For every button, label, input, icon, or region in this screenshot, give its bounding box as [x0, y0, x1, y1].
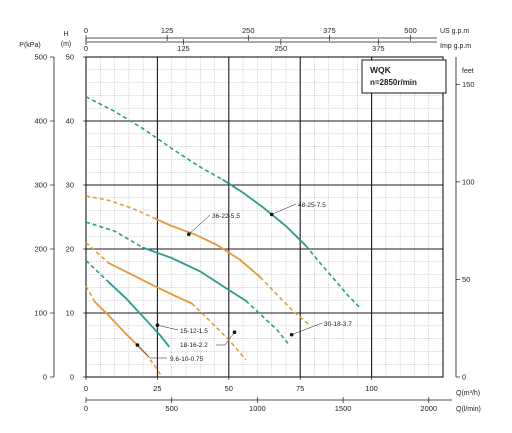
curve-9_6-10-0_75-dashed-left — [85, 285, 96, 302]
chart-subtitle: n=2850r/min — [370, 78, 417, 87]
head-m-tick-label: 0 — [70, 373, 74, 382]
pressure-tick-label: 300 — [34, 181, 47, 190]
feet-axis-label: feet — [462, 68, 474, 75]
us-gpm-axis-label: US g.p.m — [440, 28, 469, 35]
label-leader-15-12-1_5 — [157, 324, 179, 331]
pressure-tick-label: 100 — [34, 309, 47, 318]
us-gpm-tick-label: 0 — [84, 26, 88, 35]
us-gpm-tick-label: 125 — [161, 26, 174, 35]
curve-15-12-1_5-line — [107, 281, 170, 348]
flow-lmin-tick-label: 1500 — [335, 404, 352, 413]
curve-36-22-5_5-line — [153, 217, 262, 279]
curve-18-16-2_2-dashed-left — [85, 242, 110, 264]
curve-label-15-12-1_5: 15-12-1.5 — [180, 328, 208, 335]
curve-label-48-25-7_5: 48-25-7.5 — [298, 202, 326, 209]
label-leader-18-16-2_2 — [216, 332, 235, 346]
flow-lmin-axis-label: Q(l/min) — [456, 406, 481, 413]
head-m-tick-label: 50 — [66, 53, 74, 62]
pump-curves — [85, 95, 361, 375]
curve-30-18-3_7-line — [142, 246, 247, 302]
us-gpm-tick-label: 375 — [323, 26, 336, 35]
label-leader-30-18-3_7 — [291, 322, 323, 335]
curve-label-18-16-2_2: 18-16-2.2 — [180, 342, 208, 349]
feet-tick-label: 150 — [462, 80, 475, 89]
curve-36-22-5_5-dashed-left — [85, 195, 155, 220]
flow-m3h-tick-label: 75 — [296, 384, 304, 393]
flow-m3h-tick-label: 100 — [365, 384, 378, 393]
head-m-tick-label: 30 — [66, 181, 74, 190]
head-m-tick-label: 20 — [66, 245, 74, 254]
curve-18-16-2_2-line — [107, 262, 193, 305]
pressure-tick-label: 200 — [34, 245, 47, 254]
curve-15-12-1_5-dashed-left — [85, 259, 110, 283]
curve-9_6-10-0_75-dashed-right — [145, 353, 161, 375]
flow-lmin-tick-label: 500 — [165, 404, 178, 413]
flow-m3h-axis-label: Q(m³/h) — [456, 390, 480, 397]
imp-gpm-tick-label: 0 — [84, 44, 88, 53]
curve-label-9_6-10-0_75: 9.6-10-0.75 — [170, 356, 204, 363]
imp-gpm-axis-label: Imp g.p.m — [440, 43, 471, 50]
curve-36-22-5_5-dashed-right — [259, 276, 310, 326]
pressure-tick-label: 400 — [34, 117, 47, 126]
curve-30-18-3_7-dashed-right — [245, 300, 290, 345]
plot-frame — [85, 56, 444, 378]
curve-label-30-18-3_7: 30-18-3.7 — [324, 321, 352, 328]
curve-18-16-2_2-dashed-right — [191, 302, 247, 361]
curve-30-18-3_7-dashed-left — [85, 221, 144, 249]
head-m-axis-label: H — [63, 31, 68, 38]
head-m-tick-label: 10 — [66, 309, 74, 318]
flow-m3h-tick-label: 25 — [153, 384, 161, 393]
curve-labels: 48-25-7.5 36-22-5.5 30-18-3.7 15-12-1.5 18-1… — [135, 202, 352, 363]
title-box: WQK n=2850r/min — [361, 59, 447, 94]
feet-tick-label: 100 — [462, 178, 475, 187]
label-leader-36-22-5_5 — [188, 214, 211, 235]
curve-label-36-22-5_5: 36-22-5.5 — [212, 213, 240, 220]
label-leader-9_6-10-0_75 — [137, 344, 167, 359]
flow-lmin-tick-label: 1000 — [249, 404, 266, 413]
imp-gpm-tick-label: 125 — [177, 44, 190, 53]
pressure-tick-label: 500 — [34, 53, 47, 62]
curve-48-25-7_5-line — [222, 179, 307, 247]
curve-48-25-7_5-dashed-right — [305, 245, 361, 309]
chart-title: WQK — [370, 65, 392, 75]
feet-tick-label: 50 — [462, 275, 470, 284]
us-gpm-tick-label: 250 — [242, 26, 255, 35]
flow-m3h-tick-label: 50 — [225, 384, 233, 393]
imp-gpm-tick-label: 375 — [372, 44, 385, 53]
flow-m3h-tick-label: 0 — [84, 384, 88, 393]
pressure-tick-label: 0 — [43, 373, 47, 382]
us-gpm-tick-label: 500 — [404, 26, 417, 35]
label-leader-48-25-7_5 — [271, 203, 297, 215]
pressure-axis-label: P(kPa) — [19, 42, 40, 49]
flow-lmin-tick-label: 0 — [84, 404, 88, 413]
flow-lmin-tick-label: 2000 — [420, 404, 437, 413]
feet-tick-label: 0 — [462, 373, 466, 382]
head-m-tick-label: 40 — [66, 117, 74, 126]
head-m-axis-unit: (m) — [61, 41, 72, 48]
curve-48-25-7_5-dashed-left — [85, 95, 224, 181]
imp-gpm-tick-label: 250 — [275, 44, 288, 53]
grid-lines — [85, 56, 444, 378]
